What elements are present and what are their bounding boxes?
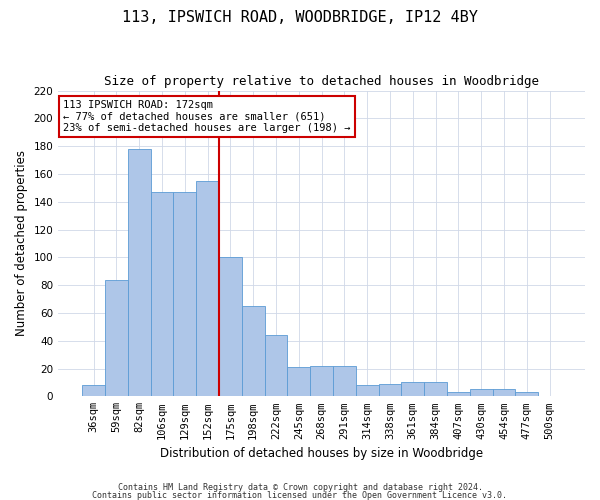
Bar [219, 258, 242, 396]
Bar [333, 366, 356, 396]
Bar [128, 149, 151, 396]
Bar [242, 306, 265, 396]
Bar [401, 382, 424, 396]
Text: 113, IPSWICH ROAD, WOODBRIDGE, IP12 4BY: 113, IPSWICH ROAD, WOODBRIDGE, IP12 4BY [122, 10, 478, 25]
Bar [196, 181, 219, 396]
Bar [470, 390, 493, 396]
Bar [310, 366, 333, 396]
Text: 113 IPSWICH ROAD: 172sqm
← 77% of detached houses are smaller (651)
23% of semi-: 113 IPSWICH ROAD: 172sqm ← 77% of detach… [64, 100, 351, 133]
Bar [151, 192, 173, 396]
Bar [356, 385, 379, 396]
Bar [82, 385, 105, 396]
Text: Contains public sector information licensed under the Open Government Licence v3: Contains public sector information licen… [92, 490, 508, 500]
Bar [493, 390, 515, 396]
X-axis label: Distribution of detached houses by size in Woodbridge: Distribution of detached houses by size … [160, 447, 483, 460]
Bar [265, 335, 287, 396]
Bar [424, 382, 447, 396]
Bar [379, 384, 401, 396]
Bar [515, 392, 538, 396]
Bar [173, 192, 196, 396]
Title: Size of property relative to detached houses in Woodbridge: Size of property relative to detached ho… [104, 75, 539, 88]
Text: Contains HM Land Registry data © Crown copyright and database right 2024.: Contains HM Land Registry data © Crown c… [118, 483, 482, 492]
Bar [447, 392, 470, 396]
Y-axis label: Number of detached properties: Number of detached properties [15, 150, 28, 336]
Bar [105, 280, 128, 396]
Bar [287, 367, 310, 396]
